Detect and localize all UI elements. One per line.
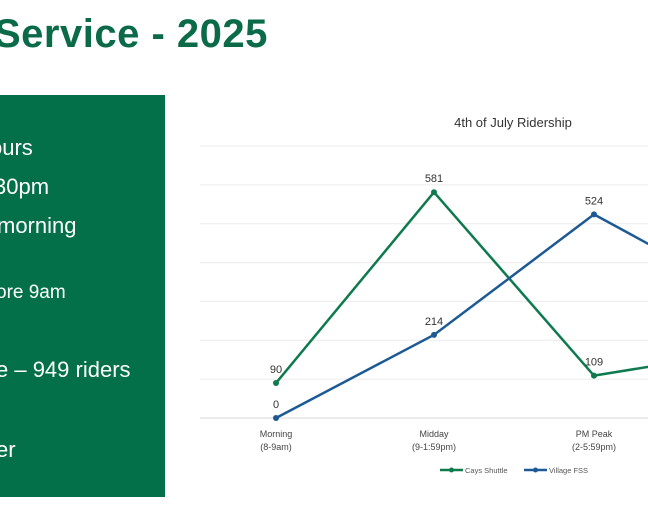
x-tick-label: (2-5:59pm)	[572, 442, 616, 452]
legend-label: Cays Shuttle	[465, 466, 508, 475]
bullet-line: 30pm	[0, 174, 50, 199]
legend-marker	[533, 467, 538, 473]
x-tick-label: Midday	[419, 429, 449, 439]
legend-marker	[449, 467, 454, 473]
data-point	[273, 380, 279, 387]
bullet-line: e – 949 riders	[0, 357, 131, 382]
data-point	[591, 372, 597, 379]
bullet-line: ore 9am	[0, 282, 66, 303]
bullet-panel: ours 30pm morning ore 9am e – 949 riders…	[0, 95, 165, 497]
data-label: 109	[585, 357, 603, 369]
data-label: 214	[425, 316, 443, 328]
data-point	[431, 331, 437, 338]
data-label: 524	[585, 195, 603, 207]
data-point	[431, 189, 437, 196]
bullet-line: er	[0, 437, 16, 462]
data-point	[273, 415, 279, 421]
x-tick-label: (9-1:59pm)	[412, 442, 456, 452]
series-line-cays-shuttle	[275, 190, 648, 384]
series-line-village-fss	[275, 212, 648, 420]
data-point	[591, 211, 597, 218]
legend-label: Village FSS	[549, 466, 588, 475]
chart-title: 4th of July Ridership	[454, 115, 572, 130]
x-tick-label: Morning	[260, 429, 293, 439]
slide-title: Service - 2025	[0, 12, 268, 56]
x-tick-label: (8-9am)	[260, 442, 292, 452]
data-label: 90	[270, 364, 282, 376]
bullet-line: ours	[0, 135, 33, 160]
x-tick-label: PM Peak	[576, 429, 613, 439]
data-label: 0	[273, 399, 279, 411]
data-label: 581	[425, 173, 443, 185]
bullet-line: morning	[0, 213, 77, 238]
